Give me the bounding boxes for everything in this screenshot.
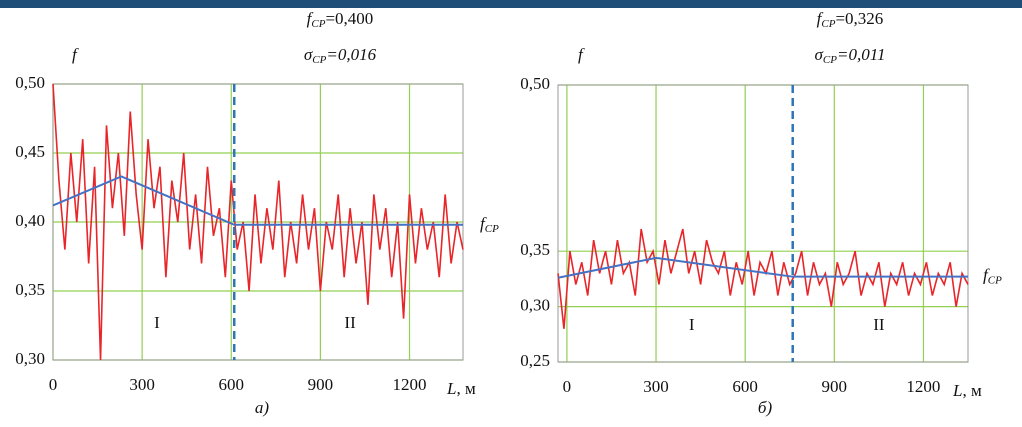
region-label: II [344,313,356,332]
y-tick-label: 0,40 [15,211,45,230]
level-symbol: f [480,214,487,233]
x-tick-label: 900 [822,377,848,396]
y-tick-label: 0,30 [520,296,550,315]
y-tick-label: 0,30 [15,349,45,368]
trend-line [52,175,463,226]
signal-line [557,228,969,329]
annotation: σCP=0,011 [815,45,886,66]
plot-frame [557,84,969,363]
level-subscript: CP [485,222,499,234]
annotation-text: =0,326 [835,9,883,28]
annotation-symbol: f [817,9,824,28]
region-label: I [154,313,160,332]
annotation-text: =0,016 [326,45,376,64]
region-label: II [873,315,885,334]
caption: а) [255,398,270,417]
y-axis-label: f [578,45,585,64]
y-tick-label: 0,35 [15,280,45,299]
x-tick-label: 600 [219,375,245,394]
annotation-text: =0,011 [837,45,885,64]
x-tick-label: 300 [129,375,155,394]
annotation-subscript: CP [821,18,835,30]
y-tick-label: 0,35 [520,240,550,259]
y-axis-label: f [72,45,79,64]
y-tick-label: 0,50 [15,73,45,92]
x-tick-label: 0 [49,375,58,394]
x-tick-label: 900 [308,375,334,394]
y-tick-label: 0,50 [520,74,550,93]
level-label: fCP [480,214,499,235]
signal-line [52,83,464,361]
x-axis-label: L, м [446,379,476,398]
x-axis-unit: , м [456,379,476,398]
caption: б) [758,398,773,417]
level-subscript: CP [988,274,1002,286]
x-tick-label: 0 [563,377,572,396]
annotation: fCP=0,326 [817,9,884,30]
trend-line [557,256,968,279]
plot-frame [52,83,464,361]
x-axis-label: L, м [952,381,982,400]
annotation-symbol: f [307,9,314,28]
annotation: fCP=0,400 [307,9,374,30]
x-tick-label: 600 [732,377,758,396]
annotation-symbol: σ [815,45,824,64]
x-tick-label: 1200 [906,377,940,396]
annotation-subscript: CP [823,54,837,66]
x-tick-label: 300 [643,377,669,396]
level-label: fCP [983,266,1002,287]
x-axis-unit: , м [962,381,982,400]
y-tick-label: 0,45 [15,142,45,161]
x-axis-symbol: L [952,381,962,400]
x-axis-symbol: L [446,379,456,398]
y-tick-label: 0,25 [520,351,550,370]
annotation-symbol: σ [304,45,313,64]
region-label: I [689,315,695,334]
x-tick-label: 1200 [393,375,427,394]
annotation-subscript: CP [311,18,325,30]
annotation-text: =0,400 [325,9,373,28]
level-symbol: f [983,266,990,285]
top-bar [0,0,1022,8]
annotation: σCP=0,016 [304,45,377,66]
annotation-subscript: CP [312,54,326,66]
